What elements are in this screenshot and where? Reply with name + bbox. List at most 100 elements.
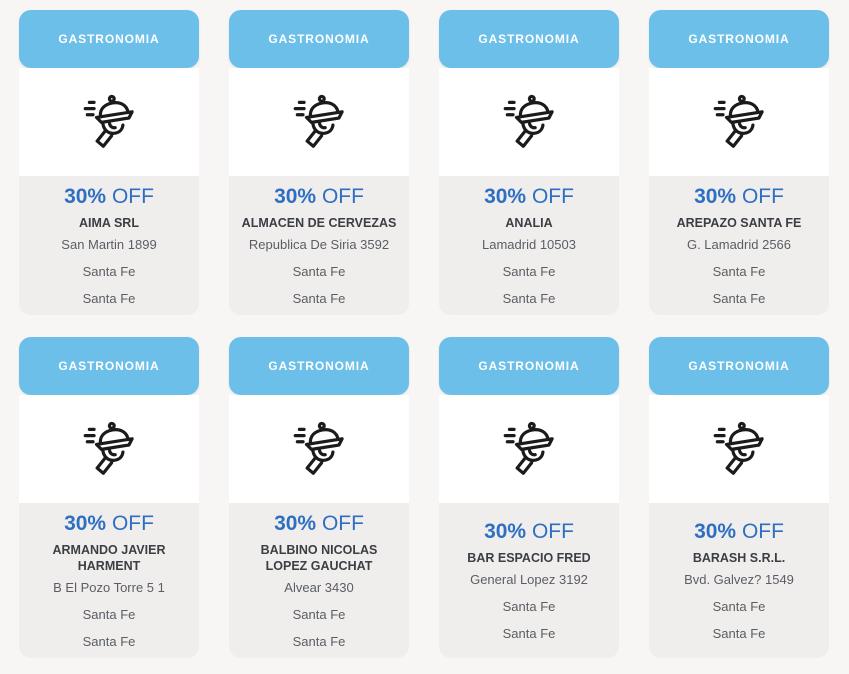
- business-name: BALBINO NICOLAS LOPEZ GAUCHAT: [260, 543, 378, 573]
- business-address: Republica De Siria 3592: [248, 237, 390, 252]
- category-badge: GASTRONOMIA: [439, 10, 619, 68]
- discount-text: 30% OFF: [445, 184, 613, 210]
- discount-percent: 30%: [64, 185, 107, 208]
- business-city: Santa Fe: [712, 599, 766, 614]
- category-badge: GASTRONOMIA: [439, 337, 619, 395]
- discount-suffix: OFF: [531, 185, 574, 208]
- discount-suffix: OFF: [741, 185, 784, 208]
- business-province: Santa Fe: [82, 291, 136, 306]
- discount-text: 30% OFF: [235, 511, 403, 537]
- discount-percent: 30%: [274, 512, 317, 535]
- card-icon-area: [229, 395, 409, 503]
- business-address: Bvd. Galvez? 1549: [684, 572, 794, 587]
- discount-percent: 30%: [694, 520, 737, 543]
- business-province: Santa Fe: [82, 634, 136, 649]
- cloche-serving-hand-icon: [293, 421, 344, 475]
- cloche-serving-hand-icon: [713, 421, 764, 475]
- category-badge: GASTRONOMIA: [649, 337, 829, 395]
- coupon-details: 30% OFF BARASH S.R.L. Bvd. Galvez? 1549 …: [649, 503, 829, 658]
- discount-suffix: OFF: [111, 512, 154, 535]
- category-label: GASTRONOMIA: [268, 32, 370, 46]
- category-badge: GASTRONOMIA: [19, 337, 199, 395]
- business-name: ARMANDO JAVIER HARMENT: [52, 543, 166, 573]
- coupon-details: 30% OFF ANALIA Lamadrid 10503 Santa Fe S…: [439, 176, 619, 315]
- business-address: G. Lamadrid 2566: [686, 237, 792, 252]
- card-icon-area: [439, 68, 619, 176]
- business-city: Santa Fe: [712, 264, 766, 279]
- business-province: Santa Fe: [292, 291, 346, 306]
- business-province: Santa Fe: [292, 634, 346, 649]
- category-label: GASTRONOMIA: [268, 359, 370, 373]
- coupon-card[interactable]: GASTRONOMIA: [229, 337, 409, 658]
- card-icon-area: [229, 68, 409, 176]
- coupon-card[interactable]: GASTRONOMIA: [439, 337, 619, 658]
- category-label: GASTRONOMIA: [478, 359, 580, 373]
- business-city: Santa Fe: [292, 607, 346, 622]
- category-badge: GASTRONOMIA: [229, 10, 409, 68]
- discount-text: 30% OFF: [655, 184, 823, 210]
- coupon-details: 30% OFF ARMANDO JAVIER HARMENT B El Pozo…: [19, 503, 199, 658]
- card-icon-area: [19, 395, 199, 503]
- business-city: Santa Fe: [502, 264, 556, 279]
- cloche-serving-hand-icon: [503, 421, 554, 475]
- business-address: Lamadrid 10503: [482, 237, 576, 252]
- discount-text: 30% OFF: [235, 184, 403, 210]
- business-city: Santa Fe: [292, 264, 346, 279]
- business-address: General Lopez 3192: [470, 572, 588, 587]
- business-province: Santa Fe: [712, 291, 766, 306]
- category-label: GASTRONOMIA: [478, 32, 580, 46]
- discount-percent: 30%: [484, 520, 527, 543]
- discount-percent: 30%: [484, 185, 527, 208]
- cloche-serving-hand-icon: [293, 94, 344, 148]
- category-badge: GASTRONOMIA: [19, 10, 199, 68]
- discount-percent: 30%: [64, 512, 107, 535]
- coupon-details: 30% OFF AIMA SRL San Martin 1899 Santa F…: [19, 176, 199, 315]
- business-city: Santa Fe: [82, 264, 136, 279]
- coupon-details: 30% OFF BALBINO NICOLAS LOPEZ GAUCHAT Al…: [229, 503, 409, 658]
- category-label: GASTRONOMIA: [688, 32, 790, 46]
- business-name: ALMACEN DE CERVEZAS: [241, 216, 397, 230]
- discount-text: 30% OFF: [655, 519, 823, 545]
- category-badge: GASTRONOMIA: [229, 337, 409, 395]
- coupon-card[interactable]: GASTRONOMIA: [19, 337, 199, 658]
- category-badge: GASTRONOMIA: [649, 10, 829, 68]
- coupon-details: 30% OFF BAR ESPACIO FRED General Lopez 3…: [439, 503, 619, 658]
- business-province: Santa Fe: [502, 626, 556, 641]
- coupon-card[interactable]: GASTRONOMIA: [649, 10, 829, 315]
- card-icon-area: [19, 68, 199, 176]
- cloche-serving-hand-icon: [713, 94, 764, 148]
- business-name: AREPAZO SANTA FE: [676, 216, 802, 230]
- discount-text: 30% OFF: [25, 511, 193, 537]
- business-address: Alvear 3430: [284, 580, 354, 595]
- coupon-details: 30% OFF ALMACEN DE CERVEZAS Republica De…: [229, 176, 409, 315]
- discount-suffix: OFF: [111, 185, 154, 208]
- coupon-card[interactable]: GASTRONOMIA: [229, 10, 409, 315]
- category-label: GASTRONOMIA: [688, 359, 790, 373]
- business-name: BAR ESPACIO FRED: [467, 551, 591, 565]
- discount-suffix: OFF: [741, 520, 784, 543]
- coupon-card[interactable]: GASTRONOMIA: [439, 10, 619, 315]
- discount-suffix: OFF: [531, 520, 574, 543]
- business-province: Santa Fe: [712, 626, 766, 641]
- coupon-card[interactable]: GASTRONOMIA: [19, 10, 199, 315]
- business-city: Santa Fe: [82, 607, 136, 622]
- card-icon-area: [649, 395, 829, 503]
- business-address: San Martin 1899: [61, 237, 157, 252]
- coupon-card[interactable]: GASTRONOMIA: [649, 337, 829, 658]
- business-name: BARASH S.R.L.: [692, 551, 786, 565]
- business-name: AIMA SRL: [79, 216, 139, 230]
- cloche-serving-hand-icon: [83, 94, 134, 148]
- card-icon-area: [649, 68, 829, 176]
- business-city: Santa Fe: [502, 599, 556, 614]
- category-label: GASTRONOMIA: [58, 359, 160, 373]
- discount-percent: 30%: [694, 185, 737, 208]
- business-province: Santa Fe: [502, 291, 556, 306]
- business-address: B El Pozo Torre 5 1: [53, 580, 165, 595]
- cloche-serving-hand-icon: [503, 94, 554, 148]
- discount-text: 30% OFF: [25, 184, 193, 210]
- discount-percent: 30%: [274, 185, 317, 208]
- discount-suffix: OFF: [321, 512, 364, 535]
- cloche-serving-hand-icon: [83, 421, 134, 475]
- coupon-details: 30% OFF AREPAZO SANTA FE G. Lamadrid 256…: [649, 176, 829, 315]
